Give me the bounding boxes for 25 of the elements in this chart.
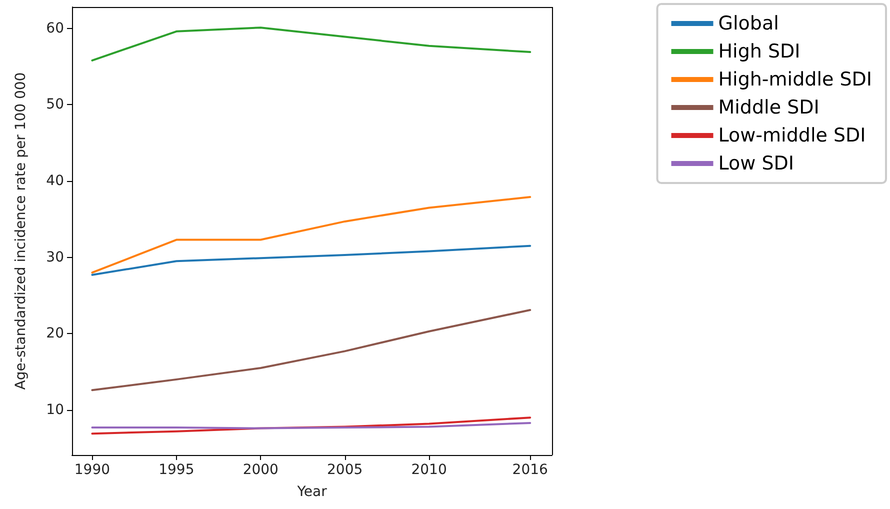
line-series [91, 26, 532, 62]
y-tick-label: 30 [46, 249, 64, 266]
legend-label: Global [718, 12, 779, 34]
legend-label: Low-middle SDI [718, 124, 866, 146]
y-tick-label: 50 [46, 96, 64, 113]
legend-label: Low SDI [718, 152, 794, 174]
legend-label: High SDI [718, 40, 800, 62]
line-series [91, 416, 532, 435]
y-tick-label: 60 [46, 20, 64, 36]
legend-label: High-middle SDI [718, 68, 872, 90]
x-axis-title: Year [296, 484, 328, 500]
legend-label: Middle SDI [718, 96, 820, 118]
line-series [91, 308, 532, 392]
x-tick-label: 1995 [158, 462, 194, 478]
x-tick-label: 2010 [411, 462, 447, 478]
y-axis-title: Age-standardized incidence rate per 100 000 [13, 72, 29, 390]
y-tick-label: 10 [46, 402, 64, 418]
y-tick-label: 40 [46, 173, 64, 190]
x-tick-label: 2016 [512, 462, 548, 478]
line-series [91, 244, 532, 276]
x-tick-label: 1990 [74, 462, 110, 478]
x-tick-label: 2000 [242, 462, 278, 478]
line-series [91, 196, 532, 274]
y-tick-label: 20 [46, 326, 64, 342]
x-tick-label: 2005 [327, 462, 363, 478]
